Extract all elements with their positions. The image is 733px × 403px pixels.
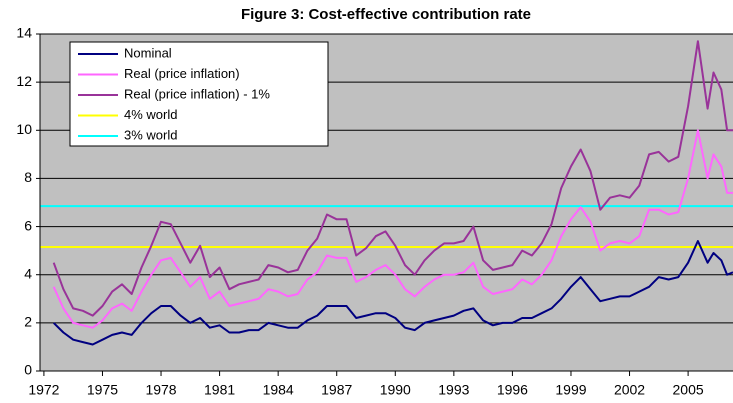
legend-label: 4% world bbox=[124, 107, 177, 122]
x-tick-label: 2002 bbox=[614, 382, 645, 398]
x-tick-label: 1993 bbox=[438, 382, 469, 398]
legend-label: Real (price inflation) - 1% bbox=[124, 86, 270, 101]
y-tick-label: 8 bbox=[24, 169, 32, 185]
y-tick-label: 0 bbox=[24, 362, 32, 378]
legend-label: Nominal bbox=[124, 45, 172, 60]
y-tick-label: 14 bbox=[16, 25, 32, 41]
x-tick-label: 1972 bbox=[28, 382, 59, 398]
x-tick-label: 1978 bbox=[145, 382, 176, 398]
legend-label: Real (price inflation) bbox=[124, 66, 240, 81]
x-tick-label: 1996 bbox=[497, 382, 528, 398]
y-tick-label: 6 bbox=[24, 217, 32, 233]
chart-title: Figure 3: Cost-effective contribution ra… bbox=[241, 6, 531, 23]
x-tick-label: 1975 bbox=[87, 382, 118, 398]
y-tick-label: 2 bbox=[24, 314, 32, 330]
x-tick-label: 2005 bbox=[673, 382, 704, 398]
y-tick-label: 12 bbox=[16, 73, 32, 89]
y-tick-label: 10 bbox=[16, 121, 32, 137]
x-tick-label: 1999 bbox=[555, 382, 586, 398]
legend-label: 3% world bbox=[124, 127, 177, 142]
x-tick-label: 1990 bbox=[380, 382, 411, 398]
x-tick-label: 1984 bbox=[263, 382, 294, 398]
series-line bbox=[52, 40, 733, 317]
series-line bbox=[52, 240, 733, 346]
series-line bbox=[52, 129, 733, 329]
y-tick-label: 4 bbox=[24, 265, 32, 281]
x-tick-label: 1981 bbox=[204, 382, 235, 398]
x-tick-label: 1987 bbox=[321, 382, 352, 398]
